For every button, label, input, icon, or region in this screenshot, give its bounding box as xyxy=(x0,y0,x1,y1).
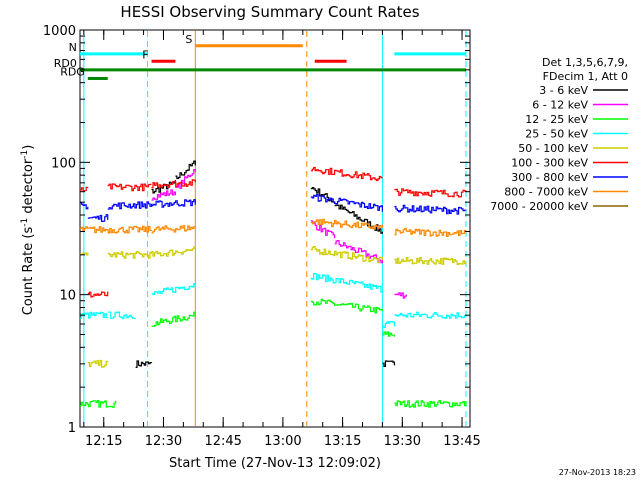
series-trace xyxy=(394,292,407,299)
series-trace xyxy=(310,194,383,212)
y-tick-label: 1 xyxy=(68,421,76,436)
flag-label-rdg: RDG xyxy=(60,66,85,79)
y-axis-label: Count Rate (s-1 detector-1) xyxy=(20,145,36,316)
series-50-100-kev xyxy=(79,246,467,368)
series-trace xyxy=(382,321,395,328)
legend-label: 3 - 6 keV xyxy=(539,84,588,97)
series-25-50-kev xyxy=(79,273,467,328)
series-trace xyxy=(79,202,89,210)
series-trace xyxy=(107,201,153,210)
x-axis-label: Start Time (27-Nov-13 12:09:02) xyxy=(169,456,381,471)
x-tick-label: 13:45 xyxy=(443,434,480,449)
series-trace xyxy=(87,214,109,222)
series-layer xyxy=(79,160,467,408)
series-trace xyxy=(175,160,196,180)
x-tick-label: 13:15 xyxy=(324,434,361,449)
legend-label: 50 - 100 keV xyxy=(518,142,588,155)
series-trace xyxy=(135,360,153,368)
series-6-12-kev xyxy=(151,169,407,299)
series-trace xyxy=(394,257,467,265)
series-trace xyxy=(394,204,467,215)
series-trace xyxy=(394,311,467,319)
series-trace xyxy=(79,311,109,319)
series-100-300-kev xyxy=(79,166,467,298)
flag-label-f: F xyxy=(142,48,148,61)
chart-title: HESSI Observing Summary Count Rates xyxy=(120,3,419,21)
legend-label: 25 - 50 keV xyxy=(525,128,588,141)
series-trace xyxy=(79,186,89,192)
series-trace xyxy=(107,251,153,259)
x-tick-label: 13:00 xyxy=(264,434,301,449)
series-trace xyxy=(79,400,109,408)
flag-label-s: S xyxy=(185,33,192,46)
series-trace xyxy=(151,189,176,201)
legend-label: 12 - 25 keV xyxy=(525,113,588,126)
series-trace xyxy=(382,360,395,367)
series-trace xyxy=(87,359,109,368)
series-800-7000-kev xyxy=(79,218,467,237)
x-tick-label: 13:30 xyxy=(384,434,421,449)
y-axis: 1 10 100 1000 xyxy=(43,24,470,436)
flag-label-n: N xyxy=(69,41,77,54)
flag-label-rd0: RD0 xyxy=(54,57,77,70)
series-300-800-kev xyxy=(79,194,467,222)
series-trace xyxy=(310,298,383,314)
legend-title-line-2: FDecim 1, Att 0 xyxy=(543,70,628,83)
series-trace xyxy=(79,225,153,234)
legend-label: 100 - 300 keV xyxy=(511,157,588,170)
x-tick-label: 12:15 xyxy=(85,434,122,449)
series-trace xyxy=(87,291,109,298)
series-trace xyxy=(310,166,383,182)
legend-label: 7000 - 20000 keV xyxy=(490,200,588,213)
series-trace xyxy=(151,225,196,234)
x-axis: 12:15 12:30 12:45 13:00 13:15 13:30 13:45 xyxy=(83,30,481,449)
y-tick-label: 10 xyxy=(59,289,76,304)
legend-title-line-1: Det 1,3,5,6,7,9, xyxy=(542,56,628,69)
series-trace xyxy=(151,199,196,208)
x-tick-label: 12:45 xyxy=(204,434,241,449)
series-trace xyxy=(151,311,196,327)
y-tick-label: 1000 xyxy=(43,24,76,39)
y-tick-label: 100 xyxy=(51,156,76,171)
series-trace xyxy=(151,246,196,257)
series-trace xyxy=(394,188,467,198)
timestamp: 27-Nov-2013 18:23 xyxy=(559,468,636,477)
series-trace xyxy=(310,273,383,293)
series-trace xyxy=(310,218,383,230)
legend-label: 6 - 12 keV xyxy=(532,99,588,112)
series-trace xyxy=(394,400,467,408)
series-trace xyxy=(79,252,89,256)
series-trace xyxy=(151,283,196,296)
series-trace xyxy=(107,183,152,192)
legend: Det 1,3,5,6,7,9, FDecim 1, Att 0 3 - 6 k… xyxy=(490,56,628,213)
series-trace xyxy=(151,179,196,189)
series-trace xyxy=(107,400,117,408)
legend-label: 300 - 800 keV xyxy=(511,171,588,184)
x-tick-label: 12:30 xyxy=(145,434,182,449)
series-trace xyxy=(310,246,383,264)
series-trace xyxy=(394,227,467,237)
series-12-25-kev xyxy=(79,298,467,408)
series-trace xyxy=(310,220,336,239)
series-trace xyxy=(382,331,395,337)
series-trace xyxy=(334,240,383,264)
series-trace xyxy=(107,311,137,320)
legend-label: 800 - 7000 keV xyxy=(504,186,588,199)
